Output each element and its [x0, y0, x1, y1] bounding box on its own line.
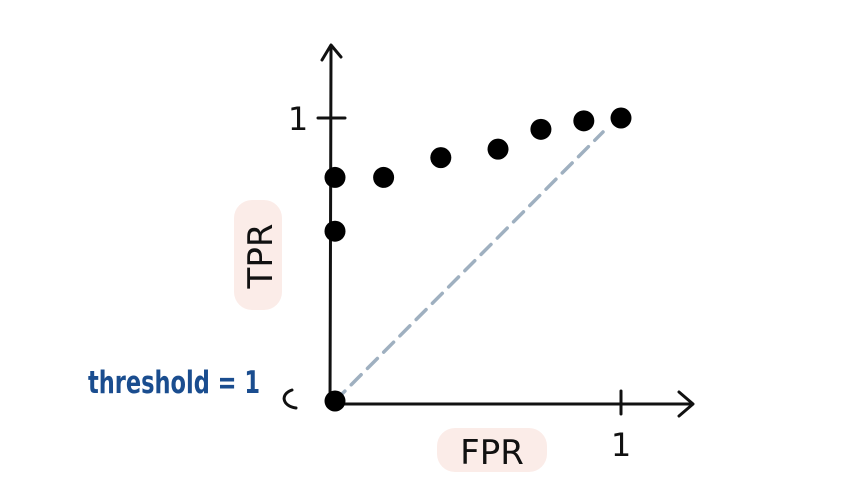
y-axis-arrowhead: [320, 43, 343, 62]
roc-point-4: [430, 147, 452, 169]
x-tick-label: 1: [611, 426, 631, 464]
roc-point-7: [573, 110, 595, 132]
x-axis-label: FPR: [460, 433, 524, 473]
y-axis-label: TPR: [241, 224, 281, 290]
xlabel-highlight: [437, 428, 547, 472]
roc-point-2: [324, 166, 346, 188]
x-axis-arrowhead: [677, 390, 695, 418]
roc-point-1: [324, 220, 346, 242]
roc-point-0: [324, 390, 346, 412]
ylabel-highlight: [234, 200, 282, 310]
roc-points: [324, 107, 632, 412]
roc-point-8: [610, 107, 632, 129]
y-tick-label: 1: [288, 100, 308, 138]
roc-point-6: [530, 118, 552, 140]
threshold-annotation-bracket: [282, 388, 298, 410]
roc-point-3: [373, 166, 395, 188]
random-classifier-diagonal: [333, 130, 605, 403]
threshold-annotation: threshold = 1: [88, 365, 260, 401]
roc-point-5: [487, 138, 509, 160]
